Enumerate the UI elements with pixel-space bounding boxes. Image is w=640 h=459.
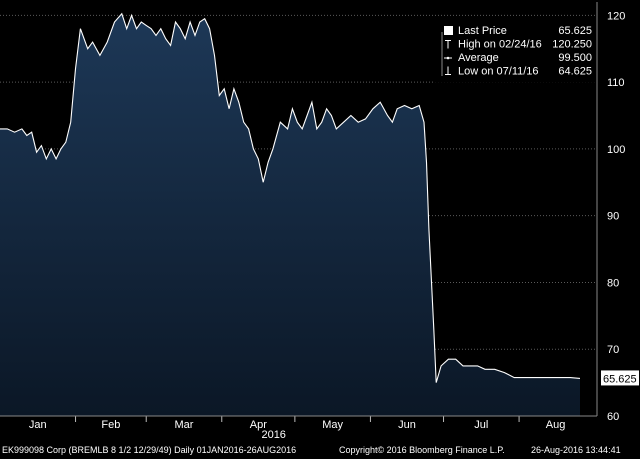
x-tick-label: Aug (546, 419, 566, 431)
last-value-label: 65.625 (603, 373, 637, 385)
x-tick-label: Jun (398, 419, 416, 431)
x-tick-label: Feb (101, 419, 120, 431)
x-axis-year-label: 2016 (261, 429, 285, 441)
legend-high-marker (445, 40, 451, 49)
chart-footer: EK999098 Corp (BREMLB 8 1/2 12/29/49) Da… (0, 442, 640, 459)
x-tick-label: Jul (474, 419, 488, 431)
legend-label: High on 02/24/16 (458, 39, 542, 51)
y-tick-label: 60 (607, 411, 619, 423)
footer-copyright: Copyright© 2016 Bloomberg Finance L.P. (339, 445, 505, 455)
legend-value: 64.625 (558, 66, 592, 78)
footer-security: EK999098 Corp (BREMLB 8 1/2 12/29/49) Da… (2, 445, 297, 455)
legend: Last Price 65.625 High on 02/24/16 120.250 A… (433, 21, 597, 83)
legend-value: 99.500 (558, 52, 592, 64)
legend-label: Low on 07/11/16 (458, 66, 539, 78)
x-tick-label: Apr (250, 419, 267, 431)
last-value-box (601, 370, 639, 386)
y-tick-label: 80 (607, 277, 619, 289)
x-tick-label: Mar (175, 419, 194, 431)
price-chart: 60 70 80 90 100 110 120 Jan Feb Mar Apr May Jun Jul Au… (0, 2, 639, 441)
price-area (0, 13, 580, 416)
price-line (0, 12, 581, 383)
x-tick-label: Jan (29, 419, 47, 431)
legend-average-dot (446, 56, 450, 60)
y-tick-label: 70 (607, 344, 619, 356)
legend-label: Last Price (458, 25, 507, 37)
legend-value: 120.250 (552, 39, 592, 51)
legend-box (433, 21, 597, 83)
y-tick-label: 100 (607, 144, 625, 156)
y-tick-label: 90 (607, 211, 619, 223)
legend-low-marker (445, 66, 451, 75)
legend-value: 65.625 (558, 25, 592, 37)
y-tick-label: 120 (607, 10, 625, 22)
footer-timestamp: 26-Aug-2016 13:44:41 (531, 445, 621, 455)
legend-label: Average (458, 52, 499, 64)
x-tick-label: May (322, 419, 343, 431)
y-tick-label: 110 (607, 77, 625, 89)
legend-square-marker (444, 26, 453, 35)
